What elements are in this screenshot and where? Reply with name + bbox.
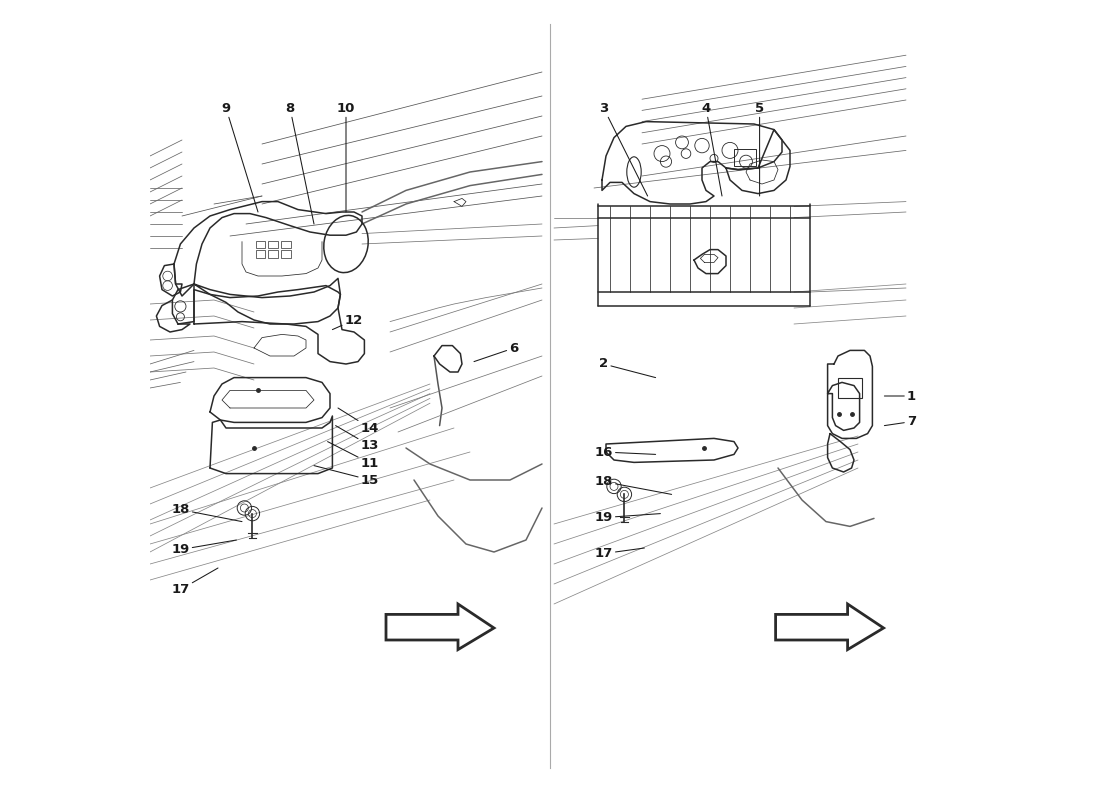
Bar [838,378,862,398]
Text: 11: 11 [328,442,380,470]
Bar [255,241,265,248]
Text: 9: 9 [221,102,258,212]
Text: 4: 4 [702,102,722,196]
Text: 5: 5 [755,102,764,196]
Text: 16: 16 [594,446,656,458]
Text: 12: 12 [332,314,363,330]
Text: 18: 18 [172,503,242,522]
Bar [268,241,278,248]
Text: 17: 17 [172,568,218,596]
Text: 19: 19 [172,540,236,556]
Text: 14: 14 [338,408,379,434]
Bar [255,250,265,258]
Text: 1: 1 [884,390,916,402]
Text: 2: 2 [600,358,656,378]
Text: 18: 18 [594,475,672,494]
Text: 7: 7 [884,415,916,428]
Text: 15: 15 [314,466,380,486]
Text: 17: 17 [594,547,645,560]
Text: 10: 10 [337,102,355,212]
Text: 8: 8 [285,102,314,224]
Text: 19: 19 [594,511,660,524]
Bar [734,149,757,166]
Text: 3: 3 [600,102,648,196]
Bar [282,250,290,258]
Text: 13: 13 [336,426,380,452]
Bar [282,241,290,248]
Bar [268,250,278,258]
Text: 6: 6 [474,342,518,362]
